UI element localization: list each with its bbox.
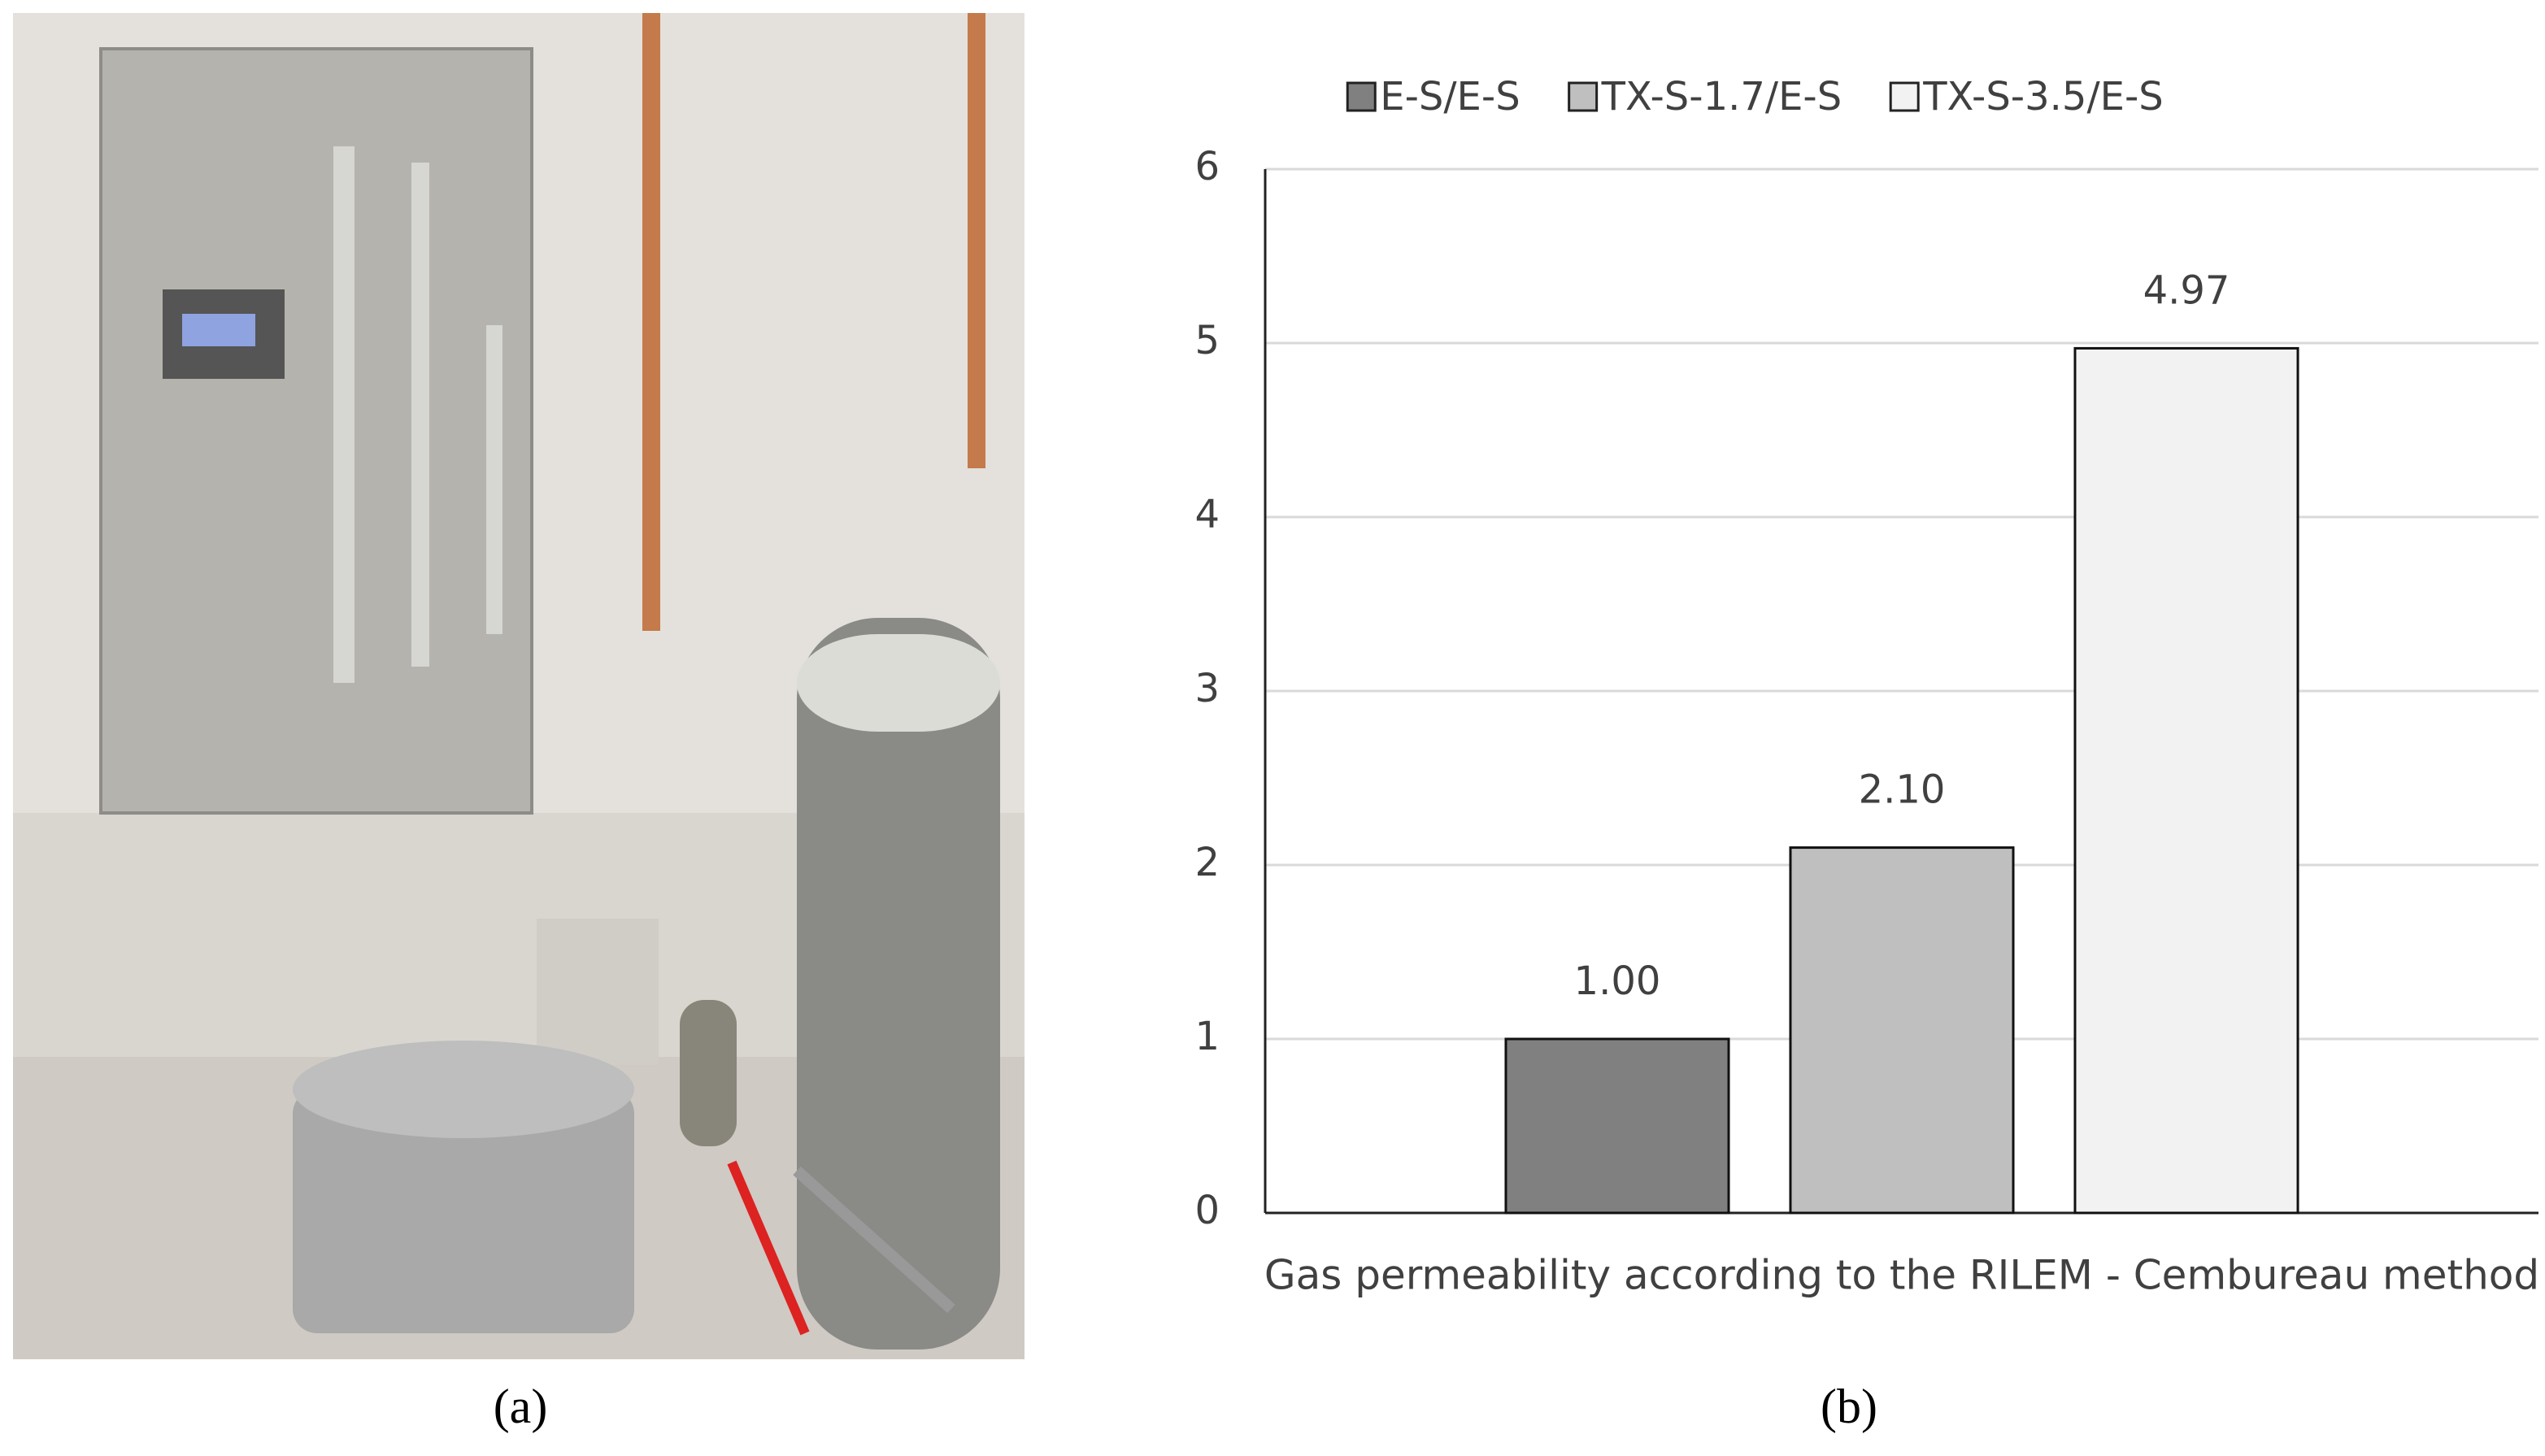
legend-swatch [1346, 81, 1377, 112]
legend-swatch [1568, 81, 1599, 112]
legend-label: TX-S-3.5/E-S [1922, 74, 2164, 120]
photo-panel [99, 47, 533, 815]
legend-label: TX-S-1.7/E-S [1601, 74, 1842, 120]
y-tick-label: 0 [1194, 1188, 1220, 1233]
bar [1504, 1037, 1730, 1215]
photo-cylinder [797, 618, 1000, 1350]
legend-label: E-S/E-S [1380, 74, 1520, 120]
legend-swatch [1889, 81, 1920, 112]
y-tick-label: 5 [1194, 318, 1220, 363]
value-label: 1.00 [1574, 958, 1661, 1004]
x-tick-label: Gas permeability according to the RILEM … [1264, 1252, 2539, 1299]
photo-cylinder-top [797, 634, 1000, 732]
photo-tube [333, 146, 355, 683]
photo-tube [486, 325, 502, 634]
value-label: 2.10 [1859, 767, 1946, 813]
value-label: 4.97 [2143, 267, 2230, 313]
y-tick-label: 3 [1194, 666, 1220, 711]
photo-specimen [537, 919, 659, 1065]
y-tick-label: 2 [1194, 840, 1220, 885]
y-tick-label: 4 [1194, 492, 1220, 537]
y-tick-label: 1 [1194, 1014, 1220, 1059]
photo-cell [293, 1089, 634, 1333]
photo-pipe [968, 13, 985, 468]
photo-screwdriver [727, 1160, 810, 1336]
photo-tube [411, 163, 429, 667]
photo-screen [182, 314, 255, 346]
bar [1789, 846, 2015, 1215]
bar [2073, 346, 2299, 1215]
photo-pipe [642, 13, 660, 631]
panel-label: (a) [494, 1380, 548, 1433]
panel-label: (b) [1821, 1380, 1877, 1433]
photo-bottle [680, 1000, 737, 1146]
photo-cell-top [293, 1041, 634, 1138]
photo [13, 13, 1025, 1359]
y-tick-label: 6 [1194, 144, 1220, 189]
photo-caliper [793, 1166, 955, 1314]
